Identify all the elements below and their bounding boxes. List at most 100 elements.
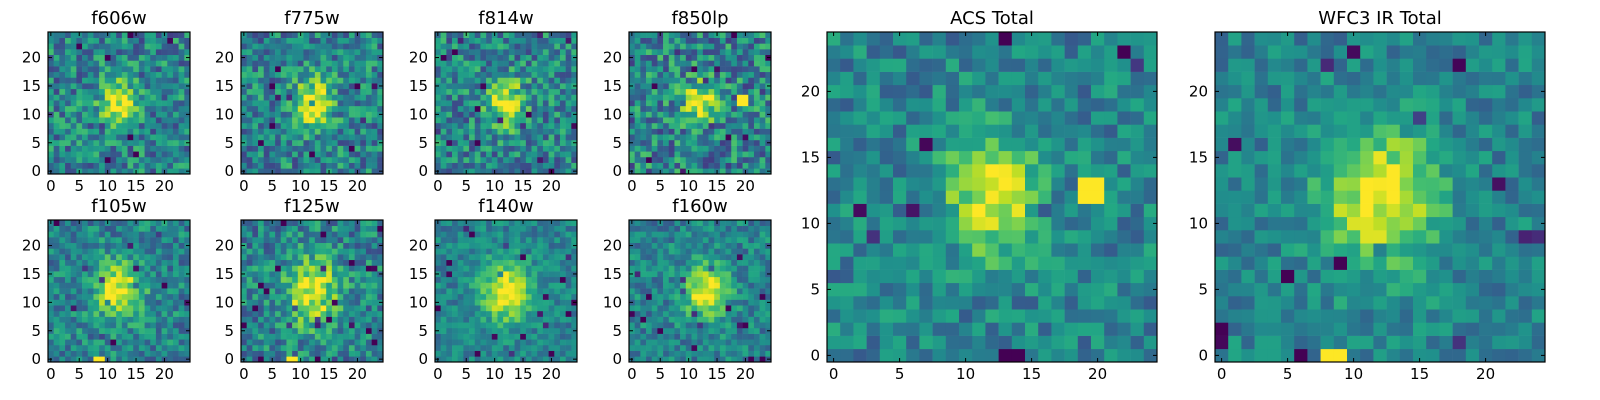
x-tick-label: 20 [155,365,174,383]
pixel-cell [634,66,641,73]
pixel-cell [127,242,134,249]
pixel-cell [280,299,287,306]
pixel-cell [657,77,664,84]
pixel-cell [127,339,134,346]
pixel-cell [337,237,344,244]
pixel-cell [241,293,247,300]
pixel-cell [309,339,316,346]
pixel-cell [759,288,766,295]
pixel-cell [520,225,527,232]
pixel-cell [520,111,527,118]
pixel-cell [269,60,276,67]
pixel-cell [714,88,721,95]
pixel-cell [314,94,321,101]
pixel-cell [571,322,578,329]
pixel-cell [155,139,162,146]
pixel-cell [497,333,504,340]
pixel-cell [731,32,738,38]
pixel-cell [719,32,726,38]
pixel-cell [520,254,527,261]
pixel-cell [178,333,185,340]
pixel-cell [542,88,549,95]
pixel-cell [337,43,344,50]
pixel-cell [252,49,259,56]
x-tick-label: 10 [291,365,310,383]
pixel-cell [742,139,749,146]
pixel-cell [93,60,100,67]
pixel-cell [343,254,350,261]
pixel-cell [537,151,544,158]
pixel-cell [337,66,344,73]
pixel-cell [531,37,538,44]
pixel-cell [571,276,578,283]
pixel-cell [314,350,321,357]
pixel-cell [127,43,134,50]
pixel-cell [497,276,504,283]
pixel-cell [753,344,760,351]
pixel-cell [497,145,504,152]
pixel-cell [59,305,66,312]
pixel-cell [161,225,168,232]
pixel-cell [371,151,378,158]
pixel-cell [70,66,77,73]
pixel-cell [297,83,304,90]
pixel-cell [337,71,344,78]
pixel-cell [280,305,287,312]
pixel-cell [435,344,441,351]
pixel-cell [241,231,247,238]
pixel-cell [292,356,299,363]
pixel-cell [714,43,721,50]
pixel-cell [303,276,310,283]
pixel-cell [440,151,447,158]
pixel-cell [110,344,117,351]
pixel-cell [565,350,572,357]
pixel-cell [486,105,493,112]
pixel-cell [725,299,732,306]
pixel-cell [292,237,299,244]
pixel-cell [133,288,140,295]
pixel-cell [263,88,270,95]
pixel-cell [452,66,459,73]
y-tick-label: 15 [22,77,41,95]
pixel-cell [514,220,521,226]
pixel-cell [708,77,715,84]
pixel-cell [748,162,755,169]
pixel-cell [348,225,355,232]
pixel-cell [110,305,117,312]
pixel-cell [452,105,459,112]
pixel-cell [708,168,715,175]
pixel-cell [463,60,470,67]
pixel-cell [674,71,681,78]
pixel-cell [753,83,760,90]
pixel-cell [531,145,538,152]
pixel-cell [309,156,316,163]
pixel-cell [457,60,464,67]
pixel-cell [150,350,157,357]
pixel-cell [275,299,282,306]
pixel-cell [184,237,191,244]
pixel-cell [297,128,304,135]
pixel-cell [508,134,515,141]
pixel-cell [263,276,270,283]
pixel-cell [110,60,117,67]
pixel-cell [542,293,549,300]
pixel-cell [680,128,687,135]
pixel-cell [269,105,276,112]
pixel-cell [371,305,378,312]
pixel-cell [144,151,151,158]
pixel-cell [668,122,675,129]
pixel-cell [348,220,355,226]
pixel-cell [155,49,162,56]
pixel-cell [354,339,361,346]
pixel-cell [133,162,140,169]
pixel-cell [742,162,749,169]
pixel-cell [150,310,157,317]
pixel-cell [452,288,459,295]
pixel-cell [309,77,316,84]
pixel-cell [269,139,276,146]
pixel-cell [514,54,521,61]
pixel-cell [742,276,749,283]
pixel-cell [246,139,253,146]
pixel-cell [269,88,276,95]
pixel-cell [668,77,675,84]
